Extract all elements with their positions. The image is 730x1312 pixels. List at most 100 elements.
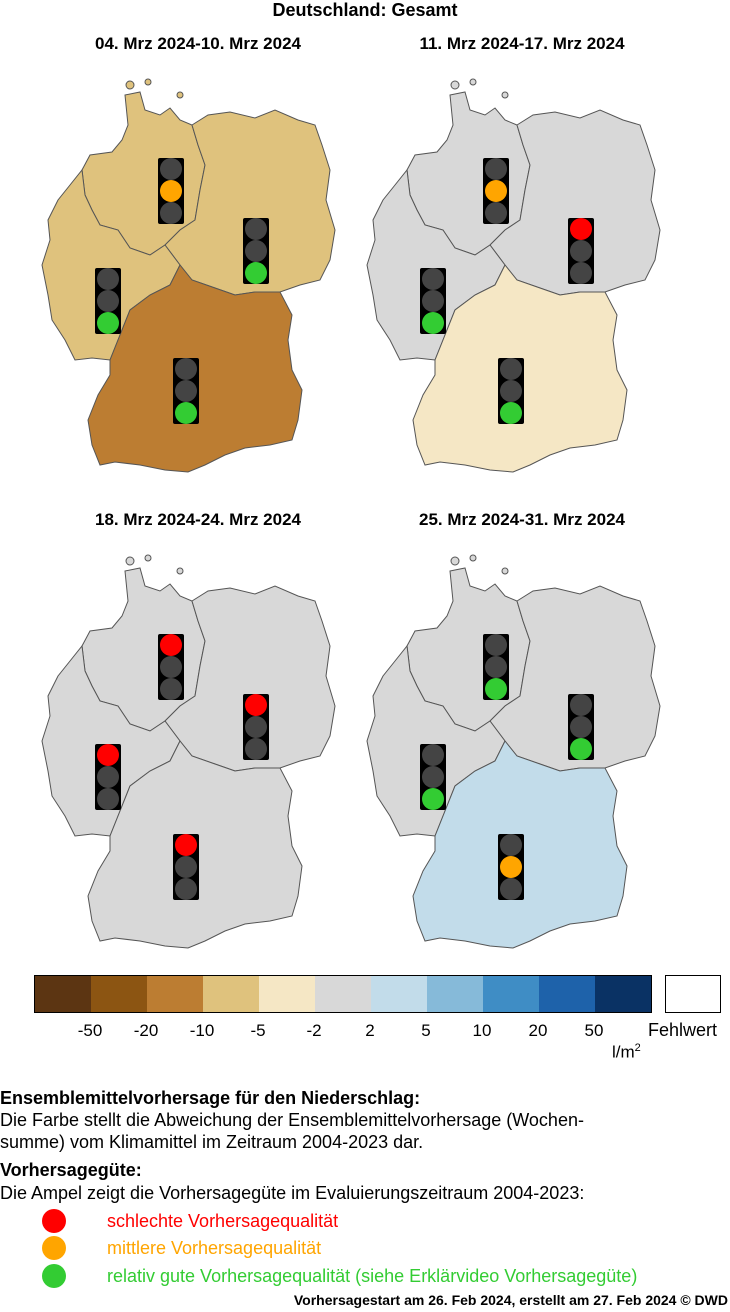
legend-bin-4 [259,976,315,1012]
germany-map [366,554,661,949]
lamp-green [97,788,119,810]
traffic-light-south [173,834,199,900]
lamp-orange [175,856,197,878]
lamp-green [175,878,197,900]
lamp-red [422,268,444,290]
red-dot-icon [42,1209,66,1233]
traffic-light-ne [243,218,269,284]
lamp-orange [570,716,592,738]
traffic-light-south [173,358,199,424]
heading-precipitation: Ensemblemittelvorhersage für den Nieders… [0,1088,421,1108]
lamp-orange [422,290,444,312]
legend-bin-10 [595,976,651,1012]
map-panel-4 [355,546,695,966]
traffic-light-south [498,834,524,900]
legend-mid-quality: mittlere Vorhersagequalität [107,1238,322,1258]
legend-tick-label: -20 [133,1021,159,1040]
legend-good-quality: relativ gute Vorhersagequalität (siehe E… [107,1266,638,1286]
lamp-orange [175,380,197,402]
traffic-light-ne [568,694,594,760]
lamp-green [570,262,592,284]
map-panel-1 [30,70,370,490]
legend-bin-5 [315,976,371,1012]
legend-unit: l/m2 [612,1042,641,1062]
legend-bin-3 [203,976,259,1012]
traffic-light-west [95,268,121,334]
island-mark [144,78,152,86]
traffic-light-nw [483,634,509,700]
island-mark [450,556,460,566]
island-mark [450,80,460,90]
page-title: Deutschland: Gesamt [272,0,458,20]
description-line-2: summe) vom Klimamittel im Zeitraum 2004-… [0,1132,424,1152]
legend-bin-6 [371,976,427,1012]
period-label-1: 04. Mrz 2024-10. Mrz 2024 [94,34,301,53]
lamp-red [570,218,592,240]
lamp-red [570,694,592,716]
lamp-orange [485,180,507,202]
heading-quality: Vorhersagegüte: [0,1160,142,1180]
lamp-green [422,788,444,810]
lamp-green [175,402,197,424]
legend-tick-label: 20 [528,1021,548,1040]
island-mark [144,554,152,562]
region-ne [164,585,336,772]
traffic-light-west [420,744,446,810]
period-label-4: 25. Mrz 2024-31. Mrz 2024 [418,510,625,529]
quality-description: Die Ampel zeigt die Vorhersagegüte im Ev… [0,1183,585,1203]
traffic-light-west [95,744,121,810]
legend-tick-label: 2 [365,1021,375,1040]
legend-tick-label: 10 [472,1021,492,1040]
lamp-red [422,744,444,766]
legend-tick-label: -50 [77,1021,103,1040]
period-label-2: 11. Mrz 2024-17. Mrz 2024 [419,34,625,53]
germany-map [41,78,336,473]
legend-tick-label: 5 [421,1021,431,1040]
lamp-orange [422,766,444,788]
legend-bin-8 [483,976,539,1012]
legend-bin-7 [427,976,483,1012]
orange-dot-icon [42,1236,66,1260]
region-ne [489,109,661,296]
legend-bin-0 [35,976,91,1012]
traffic-light-west [420,268,446,334]
lamp-red [160,634,182,656]
lamp-green [500,402,522,424]
lamp-red [160,158,182,180]
germany-map [41,554,336,949]
traffic-light-ne [243,694,269,760]
lamp-orange [97,290,119,312]
germany-map [366,78,661,473]
lamp-green [500,878,522,900]
island-mark [469,554,477,562]
lamp-green [245,262,267,284]
lamp-orange [160,656,182,678]
lamp-green [570,738,592,760]
lamp-orange [160,180,182,202]
lamp-orange [245,716,267,738]
traffic-light-nw [158,158,184,224]
lamp-orange [570,240,592,262]
legend-tick-label: -10 [189,1021,215,1040]
island-mark [501,91,509,99]
island-mark [176,91,184,99]
island-mark [125,80,135,90]
legend-bad-quality: schlechte Vorhersagequalität [107,1211,339,1231]
lamp-green [97,312,119,334]
traffic-light-nw [158,634,184,700]
lamp-red [97,268,119,290]
island-mark [469,78,477,86]
lamp-red [500,358,522,380]
traffic-light-south [498,358,524,424]
lamp-green [245,738,267,760]
island-mark [176,567,184,575]
lamp-green [160,678,182,700]
lamp-green [485,202,507,224]
lamp-red [500,834,522,856]
lamp-orange [485,656,507,678]
legend-tick-label: -5 [250,1021,266,1040]
legend-tick-label: 50 [584,1021,604,1040]
legend-tick-label: -2 [306,1021,322,1040]
lamp-red [485,158,507,180]
missing-value-label: Fehlwert [648,1020,718,1040]
